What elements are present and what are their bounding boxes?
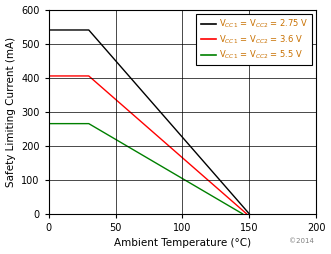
Y-axis label: Safety Limiting Current (mA): Safety Limiting Current (mA): [6, 37, 16, 187]
Legend: V$_{CC1}$ = V$_{CC2}$ = 2.75 V, V$_{CC1}$ = V$_{CC2}$ = 3.6 V, V$_{CC1}$ = V$_{C: V$_{CC1}$ = V$_{CC2}$ = 2.75 V, V$_{CC1}…: [196, 14, 312, 65]
X-axis label: Ambient Temperature (°C): Ambient Temperature (°C): [114, 239, 251, 248]
Text: ©2014: ©2014: [289, 238, 313, 244]
